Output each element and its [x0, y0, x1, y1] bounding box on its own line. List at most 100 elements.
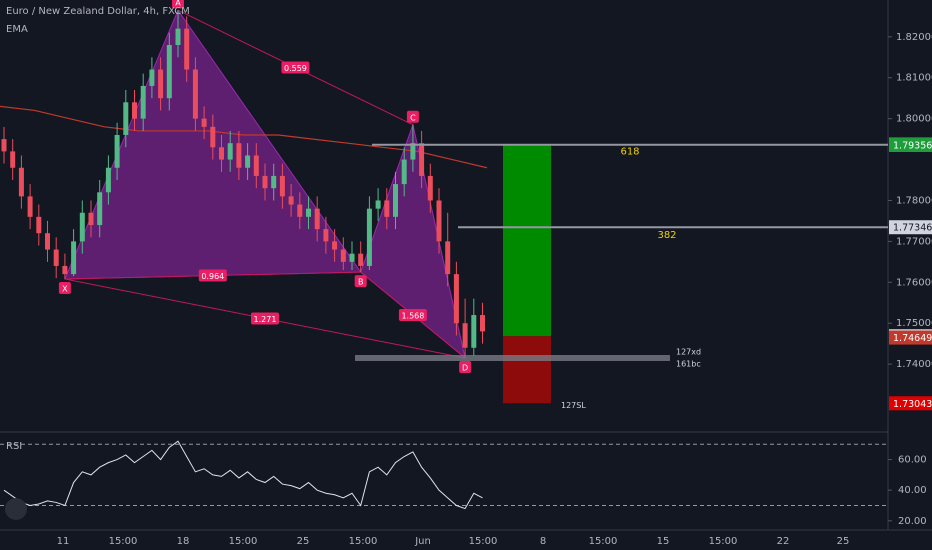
x-tick-label: 15:00	[229, 536, 258, 547]
candle-body	[436, 200, 442, 242]
candle-body	[192, 69, 198, 119]
x-tick-label: 22	[777, 536, 790, 547]
candle-body	[245, 155, 251, 168]
y-tick-label: 1.81000	[896, 73, 932, 84]
candle-body	[358, 253, 364, 266]
candle-body	[236, 143, 242, 168]
candle-body	[149, 69, 155, 86]
y-tick-label: 1.78000	[896, 195, 932, 206]
candle-body	[18, 167, 24, 197]
ratio-tag	[281, 61, 310, 74]
plot-layer: 0.559 0.964 1.271 1.568 X A B C D 618 382 127xd 161b…	[0, 0, 888, 510]
zone-label: 127xd	[676, 347, 701, 356]
candle-body	[253, 155, 259, 176]
candle-body	[297, 204, 303, 217]
stop-zone	[503, 336, 551, 404]
candle-body	[62, 265, 68, 275]
candle-body	[314, 208, 320, 230]
rsi-title: RSI	[6, 441, 22, 452]
point-tag	[58, 282, 71, 295]
point-label: D	[462, 363, 468, 372]
candle-body	[419, 143, 425, 176]
price-label: 1.73043	[893, 399, 932, 410]
candle-body	[349, 253, 355, 262]
price-label-box	[889, 137, 932, 152]
candle-body	[53, 249, 59, 266]
candle-body	[279, 175, 285, 197]
candle-body	[384, 200, 390, 217]
candle-body	[332, 241, 338, 250]
point-tag	[172, 0, 184, 9]
price-label: 1.77346	[893, 223, 932, 234]
candle-body	[393, 184, 398, 217]
candle-body	[480, 315, 485, 332]
ratio-tag	[251, 312, 279, 325]
candle-body	[219, 147, 224, 160]
ratio-label: 1.271	[254, 315, 277, 324]
x-tick-label: 15:00	[709, 536, 738, 547]
rsi-tick-label: 40.00	[898, 485, 927, 496]
x-tick-label: Jun	[414, 536, 431, 547]
rsi-tick-label: 60.00	[898, 455, 927, 466]
ratio-tag	[198, 269, 227, 282]
price-label-box	[889, 220, 932, 235]
target-zone	[503, 144, 551, 337]
ratio-label: 0.964	[201, 272, 224, 281]
candle-body	[166, 45, 172, 99]
y-tick-label: 1.77000	[896, 236, 932, 247]
stop-label: 127SL	[561, 401, 586, 410]
candle-body	[401, 159, 407, 185]
candle-body	[105, 167, 111, 193]
candle-body	[306, 208, 311, 217]
x-tick-label: 8	[540, 536, 546, 547]
point-label: B	[358, 278, 364, 287]
point-label: A	[175, 0, 181, 8]
candle-body	[445, 241, 451, 275]
candle-body	[453, 274, 459, 324]
candle-body	[340, 249, 346, 262]
price-label-box	[889, 396, 932, 411]
ratio-label: 1.568	[401, 312, 424, 321]
candle-body	[271, 175, 277, 189]
x-tick-label: 15	[657, 536, 670, 547]
candle-body	[36, 216, 42, 234]
y-tick-label: 1.82000	[896, 32, 932, 43]
point-label: X	[62, 285, 68, 294]
price-label: 1.74649	[893, 333, 932, 344]
point-label: C	[410, 113, 416, 122]
rsi-line	[3, 440, 483, 510]
price-label-box	[889, 330, 932, 345]
candle-body	[132, 102, 137, 119]
chart-title: Euro / New Zealand Dollar, 4h, FXCM	[6, 6, 190, 17]
candle-body	[210, 126, 216, 148]
indicator-name: EMA	[6, 24, 28, 35]
candle-body	[27, 196, 33, 217]
candle-body	[45, 233, 50, 250]
candle-body	[288, 196, 294, 205]
candle-body	[88, 212, 94, 226]
candle-body	[97, 192, 103, 226]
x-tick-label: 15:00	[469, 536, 498, 547]
candle-body	[114, 135, 120, 168]
candle-body	[323, 229, 329, 242]
candle-body	[427, 175, 433, 201]
y-tick-label: 1.80000	[896, 114, 932, 125]
x-tick-label: 18	[177, 536, 190, 547]
y-tick-label: 1.76000	[896, 277, 932, 288]
candle-body	[184, 28, 190, 70]
candle-body	[201, 118, 207, 127]
candle-body	[175, 28, 181, 46]
level-label: 618	[620, 147, 639, 158]
candle-body	[1, 139, 7, 152]
candle-body	[262, 175, 268, 189]
candle-body	[227, 143, 233, 160]
y-tick-label: 1.74000	[896, 359, 932, 370]
x-tick-label: 15:00	[349, 536, 378, 547]
candle-body	[79, 212, 85, 242]
point-tag	[406, 110, 419, 123]
ema-line	[0, 105, 488, 169]
candle-body	[410, 143, 416, 160]
logo[interactable]	[5, 498, 27, 520]
rsi-tick-label: 20.00	[898, 516, 927, 527]
